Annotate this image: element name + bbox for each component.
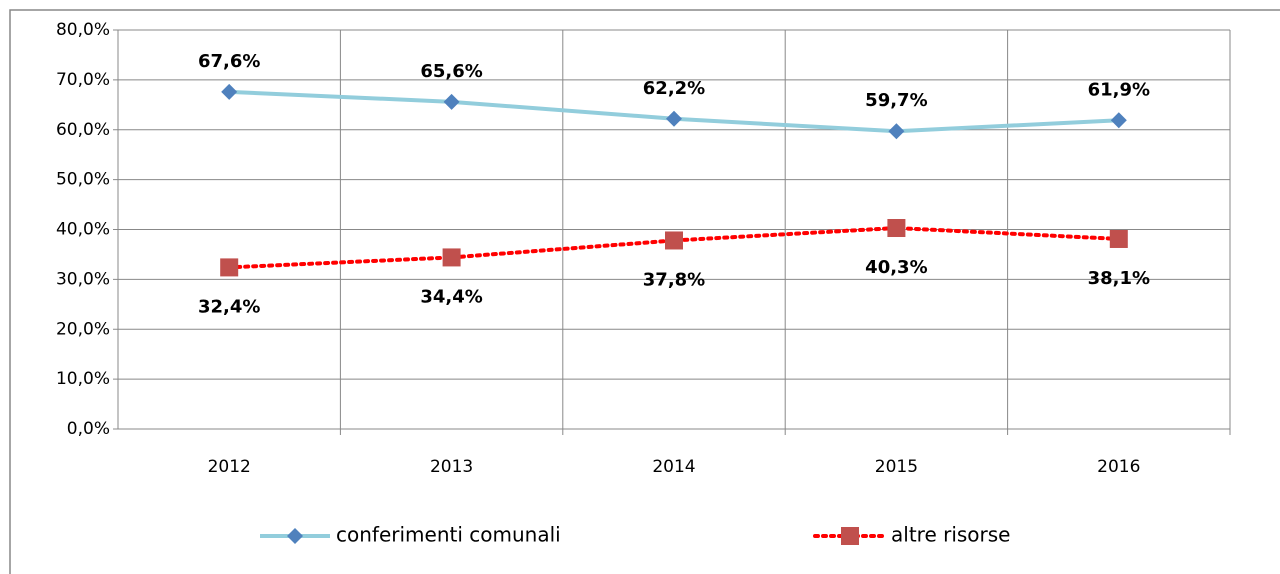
x-tick-label: 2012 bbox=[208, 457, 251, 477]
y-tick-label: 20,0% bbox=[56, 319, 110, 339]
data-label: 61,9% bbox=[1088, 79, 1150, 100]
y-tick-label: 30,0% bbox=[56, 269, 110, 289]
data-point bbox=[666, 110, 682, 127]
data-point bbox=[888, 123, 905, 140]
x-tick-label: 2014 bbox=[652, 457, 695, 477]
data-point bbox=[221, 83, 238, 100]
data-label: 67,6% bbox=[198, 51, 260, 72]
data-label: 38,1% bbox=[1088, 268, 1150, 289]
x-tick-label: 2015 bbox=[875, 457, 918, 477]
y-tick-label: 60,0% bbox=[56, 120, 110, 140]
data-label: 62,2% bbox=[643, 78, 705, 99]
x-tick-label: 2013 bbox=[430, 457, 473, 477]
data-label: 59,7% bbox=[865, 90, 927, 111]
data-label: 65,6% bbox=[420, 61, 482, 82]
legend-marker bbox=[287, 528, 303, 544]
data-point bbox=[1109, 229, 1128, 248]
y-tick-label: 80,0% bbox=[56, 20, 110, 40]
data-point bbox=[887, 219, 906, 238]
y-tick-label: 10,0% bbox=[56, 369, 110, 389]
y-tick-label: 0,0% bbox=[67, 419, 110, 439]
series-line bbox=[227, 226, 1121, 270]
data-label: 34,4% bbox=[420, 286, 482, 307]
data-point bbox=[1110, 112, 1127, 129]
data-point bbox=[665, 231, 683, 250]
data-point bbox=[443, 93, 460, 110]
y-tick-label: 50,0% bbox=[56, 170, 110, 190]
y-tick-label: 70,0% bbox=[56, 70, 110, 90]
data-label: 40,3% bbox=[865, 257, 927, 278]
data-point bbox=[220, 258, 239, 277]
data-point bbox=[442, 248, 461, 267]
legend-marker bbox=[841, 527, 859, 545]
data-label: 37,8% bbox=[643, 269, 705, 290]
legend-label: altre risorse bbox=[891, 523, 1010, 547]
legend-label: conferimenti comunali bbox=[336, 523, 561, 547]
x-tick-label: 2016 bbox=[1097, 457, 1140, 477]
y-tick-label: 40,0% bbox=[56, 220, 110, 240]
data-label: 32,4% bbox=[198, 296, 260, 317]
chart-frame bbox=[9, 9, 1280, 574]
